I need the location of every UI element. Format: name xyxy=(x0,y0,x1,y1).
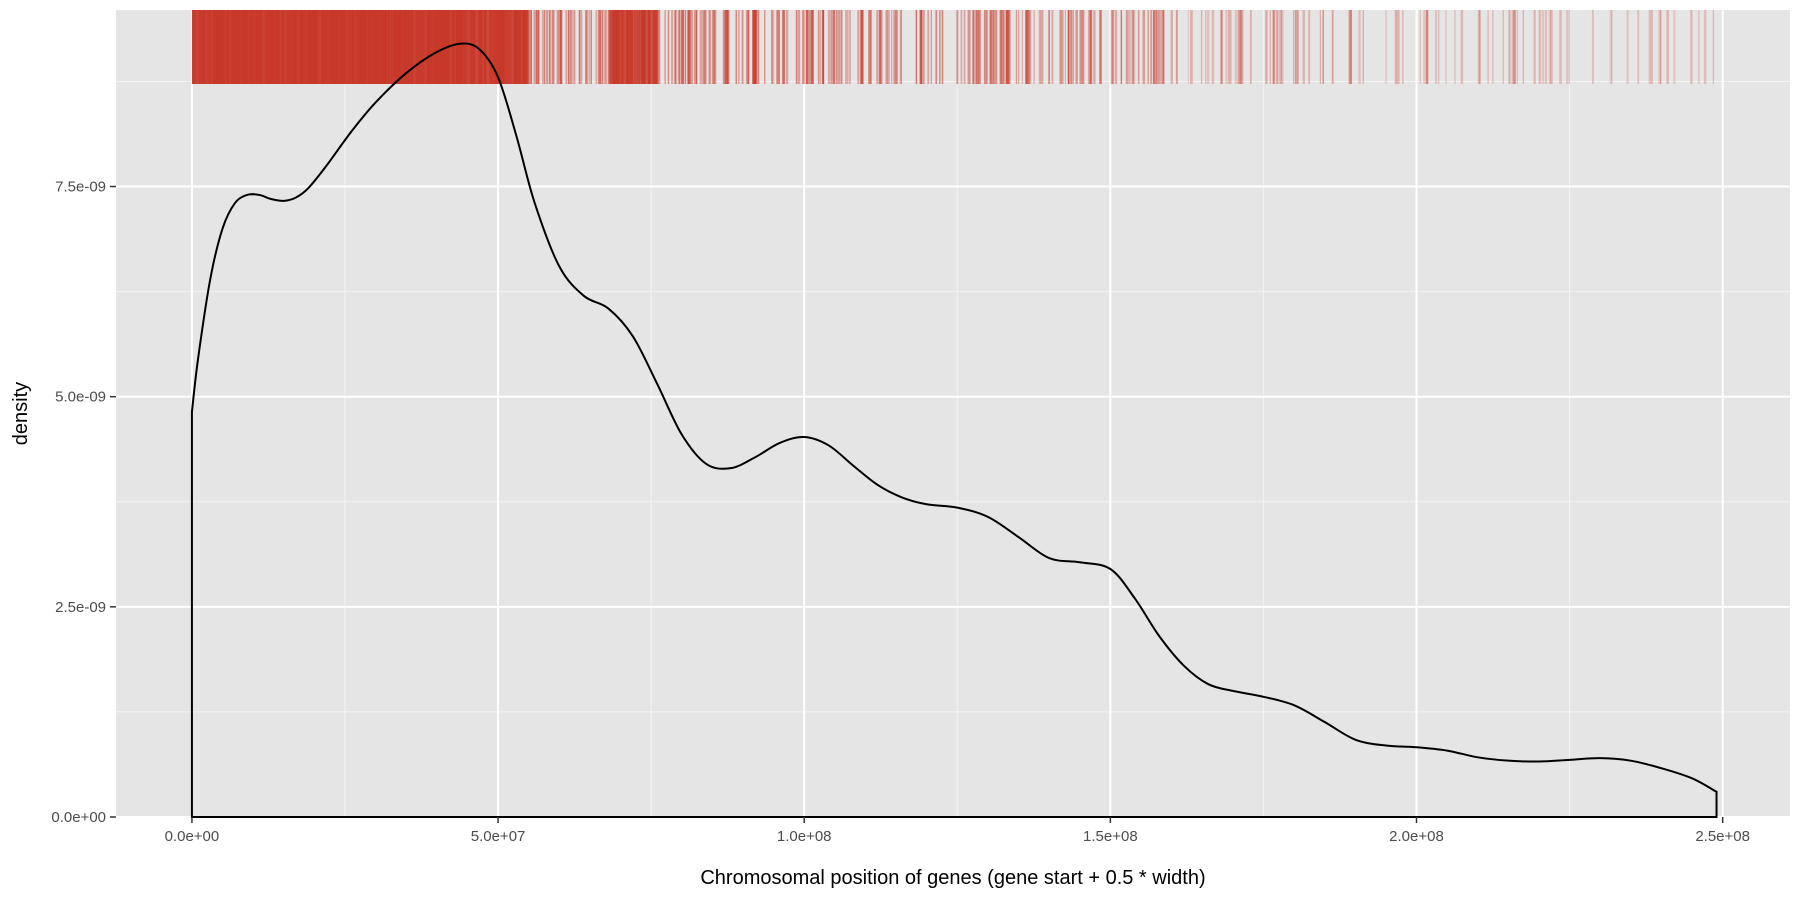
y-tick-label: 5.0e-09 xyxy=(55,389,106,406)
plot-panel xyxy=(116,10,1790,817)
y-axis-title: density xyxy=(10,382,32,445)
x-tick-label: 1.5e+08 xyxy=(1083,828,1138,845)
x-tick-label: 1.0e+08 xyxy=(777,828,832,845)
x-axis: 0.0e+00 5.0e+07 1.0e+08 1.5e+08 2.0e+08 2.5e+… xyxy=(165,817,1750,845)
density-curve xyxy=(190,42,1718,818)
y-tick-label: 2.5e-09 xyxy=(55,599,106,616)
x-tick-label: 5.0e+07 xyxy=(471,828,526,845)
x-tick-label: 0.0e+00 xyxy=(165,828,220,845)
y-tick-label: 7.5e-09 xyxy=(55,179,106,196)
x-axis-title: Chromosomal position of genes (gene star… xyxy=(700,867,1205,889)
y-axis: 0.0e+00 2.5e-09 5.0e-09 7.5e-09 xyxy=(51,179,116,826)
x-tick-label: 2.5e+08 xyxy=(1695,828,1750,845)
rug-marks xyxy=(191,10,1715,84)
x-tick-label: 2.0e+08 xyxy=(1389,828,1444,845)
y-tick-label: 0.0e+00 xyxy=(51,809,106,826)
